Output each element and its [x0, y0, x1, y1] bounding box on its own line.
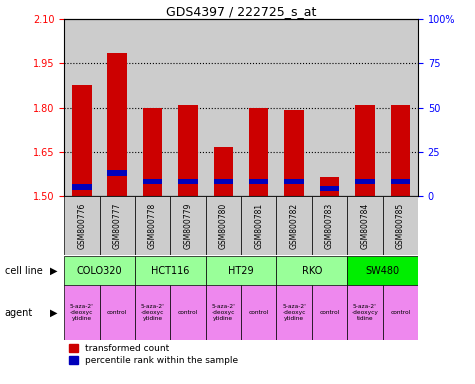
Bar: [143, 179, 162, 184]
Text: SW480: SW480: [366, 266, 399, 276]
Bar: [241, 285, 276, 340]
Bar: [241, 196, 276, 255]
Text: control: control: [319, 310, 340, 315]
Text: GSM800782: GSM800782: [290, 202, 299, 249]
Bar: [249, 179, 268, 184]
Text: ▶: ▶: [50, 266, 57, 276]
Bar: [285, 111, 304, 196]
Bar: [214, 179, 233, 184]
Bar: [64, 256, 135, 286]
Bar: [276, 19, 312, 196]
Bar: [347, 256, 418, 286]
Bar: [135, 196, 171, 255]
Bar: [99, 19, 135, 196]
Bar: [64, 19, 100, 196]
Bar: [320, 177, 339, 196]
Bar: [135, 256, 206, 286]
Legend: transformed count, percentile rank within the sample: transformed count, percentile rank withi…: [69, 344, 238, 365]
Bar: [64, 196, 100, 255]
Bar: [135, 285, 171, 340]
Bar: [107, 170, 127, 175]
Bar: [355, 104, 375, 196]
Bar: [214, 147, 233, 196]
Bar: [170, 19, 206, 196]
Bar: [285, 179, 304, 184]
Bar: [206, 196, 241, 255]
Text: HCT116: HCT116: [151, 266, 190, 276]
Text: GSM800780: GSM800780: [219, 202, 228, 249]
Text: control: control: [178, 310, 198, 315]
Text: control: control: [248, 310, 269, 315]
Bar: [178, 104, 198, 196]
Text: control: control: [390, 310, 410, 315]
Bar: [206, 285, 241, 340]
Bar: [390, 179, 410, 184]
Bar: [206, 19, 241, 196]
Text: HT29: HT29: [228, 266, 254, 276]
Text: GSM800783: GSM800783: [325, 202, 334, 249]
Text: control: control: [107, 310, 127, 315]
Text: 5-aza-2'
-deoxyc
ytidine: 5-aza-2' -deoxyc ytidine: [211, 304, 235, 321]
Text: ▶: ▶: [50, 308, 57, 318]
Bar: [355, 179, 375, 184]
Bar: [143, 108, 162, 196]
Bar: [206, 256, 276, 286]
Text: 5-aza-2'
-deoxycy
tidine: 5-aza-2' -deoxycy tidine: [352, 304, 379, 321]
Text: GSM800778: GSM800778: [148, 202, 157, 249]
Title: GDS4397 / 222725_s_at: GDS4397 / 222725_s_at: [166, 5, 316, 18]
Bar: [383, 19, 418, 196]
Bar: [135, 19, 171, 196]
Bar: [383, 285, 418, 340]
Bar: [72, 184, 92, 190]
Text: GSM800779: GSM800779: [183, 202, 192, 249]
Text: GSM800777: GSM800777: [113, 202, 122, 249]
Bar: [64, 285, 100, 340]
Bar: [312, 285, 347, 340]
Text: GSM800781: GSM800781: [254, 202, 263, 249]
Bar: [312, 196, 347, 255]
Text: GSM800784: GSM800784: [361, 202, 370, 249]
Bar: [312, 19, 347, 196]
Bar: [249, 108, 268, 196]
Bar: [276, 285, 312, 340]
Text: GSM800785: GSM800785: [396, 202, 405, 249]
Text: cell line: cell line: [5, 266, 42, 276]
Bar: [171, 285, 206, 340]
Bar: [100, 285, 135, 340]
Text: RKO: RKO: [302, 266, 322, 276]
Bar: [347, 285, 383, 340]
Bar: [72, 86, 92, 196]
Bar: [320, 186, 339, 192]
Bar: [383, 196, 418, 255]
Text: 5-aza-2'
-deoxyc
ytidine: 5-aza-2' -deoxyc ytidine: [282, 304, 306, 321]
Bar: [390, 104, 410, 196]
Text: GSM800776: GSM800776: [77, 202, 86, 249]
Bar: [107, 53, 127, 196]
Text: 5-aza-2'
-deoxyc
ytidine: 5-aza-2' -deoxyc ytidine: [70, 304, 94, 321]
Bar: [170, 196, 206, 255]
Bar: [276, 196, 312, 255]
Text: agent: agent: [5, 308, 33, 318]
Bar: [276, 256, 347, 286]
Bar: [241, 19, 276, 196]
Bar: [178, 179, 198, 184]
Bar: [99, 196, 135, 255]
Bar: [347, 19, 383, 196]
Text: COLO320: COLO320: [76, 266, 123, 276]
Bar: [347, 196, 383, 255]
Text: 5-aza-2'
-deoxyc
ytidine: 5-aza-2' -deoxyc ytidine: [141, 304, 164, 321]
